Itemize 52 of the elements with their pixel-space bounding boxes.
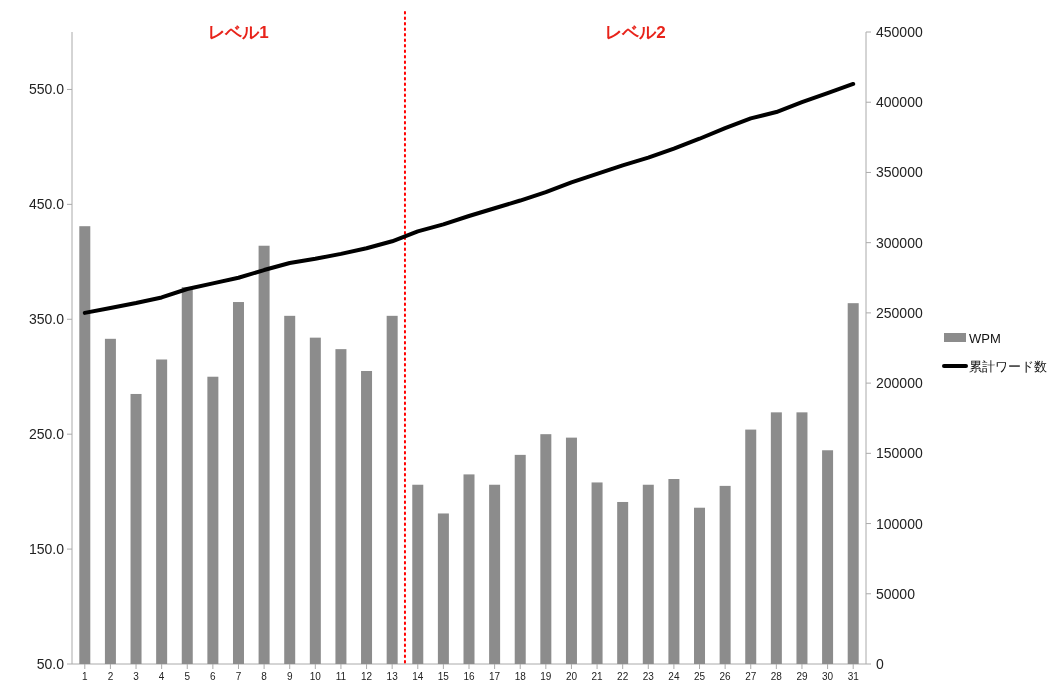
x-tick-label: 13 — [386, 671, 399, 682]
x-tick-label: 18 — [514, 671, 527, 682]
y2-tick-label: 50000 — [876, 585, 916, 602]
x-tick-label: 24 — [668, 671, 680, 682]
y2-tick-label: 200000 — [876, 375, 923, 392]
y2-tick-label: 0 — [876, 656, 884, 672]
x-tick-label: 9 — [286, 671, 293, 682]
x-tick-label: 7 — [235, 671, 242, 682]
x-tick-label: 22 — [617, 671, 629, 682]
x-tick-label: 11 — [335, 671, 347, 682]
x-tick-label: 27 — [745, 671, 757, 682]
y-tick-label: 450.0 — [28, 196, 65, 213]
x-tick-label: 6 — [210, 671, 217, 682]
x-tick-label: 21 — [591, 671, 604, 682]
x-tick-label: 5 — [184, 671, 191, 682]
y-tick-label: 350.0 — [28, 311, 65, 328]
x-tick-label: 4 — [158, 671, 165, 682]
y2-tick-label: 450000 — [876, 24, 923, 40]
x-tick-label: 25 — [693, 671, 706, 682]
y2-tick-label: 400000 — [876, 94, 923, 111]
x-tick-label: 12 — [360, 671, 373, 682]
y2-tick-label: 100000 — [876, 515, 923, 532]
y2-tick-label: 350000 — [876, 164, 923, 181]
x-tick-label: 28 — [770, 671, 783, 682]
x-tick-label: 16 — [463, 671, 475, 682]
x-tick-label: 20 — [565, 671, 578, 682]
annotation: レベル2 — [605, 23, 666, 42]
y-tick-label: 550.0 — [28, 81, 65, 98]
y-tick-label: 150.0 — [28, 541, 65, 558]
y2-tick-label: 150000 — [876, 445, 923, 462]
x-tick-label: 3 — [133, 671, 140, 682]
x-tick-label: 19 — [540, 671, 552, 682]
x-tick-label: 14 — [412, 671, 424, 682]
x-tick-label: 23 — [642, 671, 655, 682]
x-tick-label: 30 — [822, 671, 834, 682]
line-series — [82, 81, 856, 315]
y2-tick-label: 300000 — [876, 234, 923, 251]
legend-label: WPM — [969, 331, 1001, 346]
x-tick-label: 1 — [82, 671, 89, 682]
x-tick-label: 31 — [847, 671, 860, 682]
x-tick-label: 17 — [489, 671, 501, 682]
y-tick-label: 50.0 — [36, 656, 65, 672]
legend-label: 累計ワード数 — [969, 359, 1047, 374]
x-tick-label: 8 — [261, 671, 268, 682]
x-tick-label: 10 — [309, 671, 322, 682]
x-tick-label: 15 — [437, 671, 450, 682]
x-tick-label: 2 — [107, 671, 114, 682]
y2-tick-label: 250000 — [876, 304, 923, 321]
annotation: レベル1 — [208, 23, 269, 42]
x-tick-label: 26 — [719, 671, 732, 682]
y-tick-label: 250.0 — [28, 426, 65, 443]
x-tick-label: 29 — [796, 671, 808, 682]
